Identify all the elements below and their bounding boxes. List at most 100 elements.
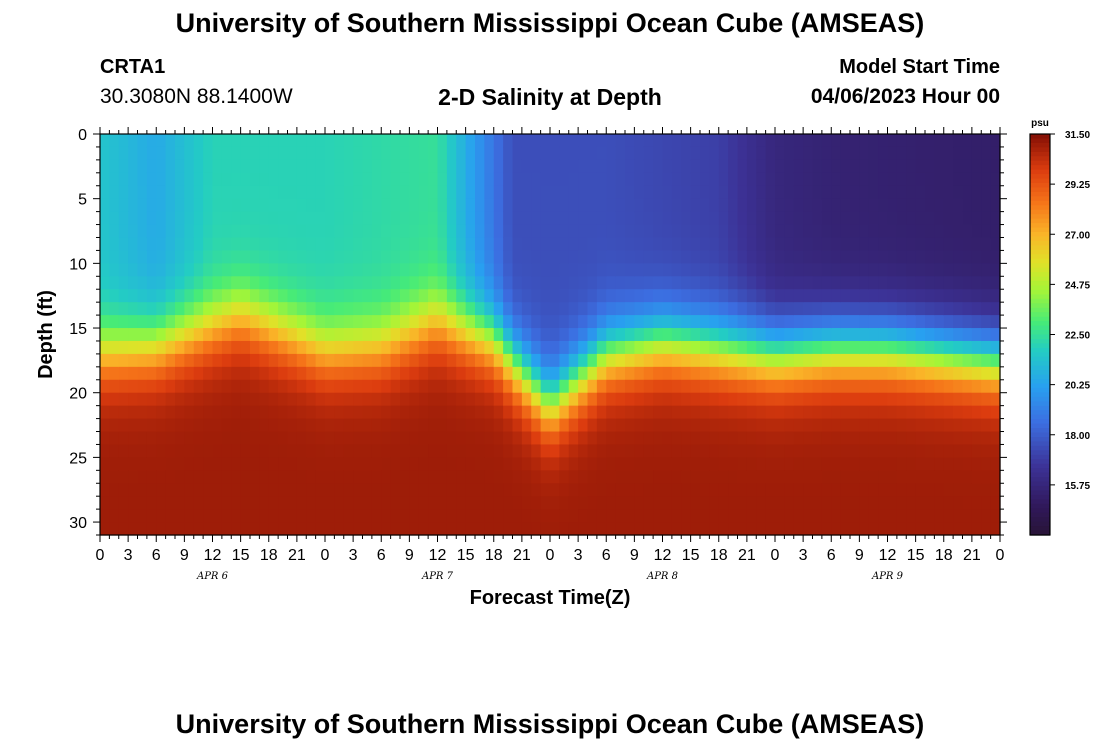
heatmap-cell [606,496,617,510]
heatmap-cell [371,172,382,187]
heatmap-cell [428,328,439,342]
heatmap-cell [625,250,635,264]
heatmap-cell [343,302,354,316]
heatmap-cell [700,250,710,264]
heatmap-cell [625,237,635,252]
heatmap-cell [287,457,298,471]
heatmap-cell [718,198,729,213]
heatmap-cell [250,379,260,394]
heatmap-cell [418,302,429,316]
heatmap-cell [503,340,514,355]
heatmap-cell [503,457,514,471]
heatmap-cell [653,522,664,536]
colorbar-band [1030,530,1050,536]
heatmap-cell [531,159,542,174]
heatmap-cell [240,185,251,200]
heatmap-cell [653,444,664,458]
heatmap-cell [662,431,673,446]
heatmap-cell [540,172,551,187]
heatmap-cell [793,146,804,161]
heatmap-cell [859,146,870,161]
x-tick-label: 3 [574,547,583,564]
heatmap-cell [878,431,889,446]
heatmap-cell [793,237,804,252]
heatmap-cell [868,237,879,252]
heatmap-cell [775,289,785,303]
heatmap-cell [643,315,654,329]
heatmap-cell [306,509,317,523]
heatmap-cell [896,457,907,471]
heatmap-cell [746,353,757,368]
heatmap-cell [803,237,814,252]
heatmap-cell [868,146,879,161]
heatmap-cell [859,328,870,342]
heatmap-cell [925,405,935,420]
heatmap-cell [812,159,823,174]
heatmap-cell [615,224,626,239]
heatmap-cell [325,185,335,200]
heatmap-cell [990,340,1001,355]
heatmap-cell [296,509,307,523]
heatmap-cell [315,522,326,536]
heatmap-cell [428,379,439,394]
colorbar-band [1030,512,1050,518]
heatmap-cell [334,470,345,484]
heatmap-cell [746,366,757,381]
heatmap-cell [821,263,832,277]
heatmap-cell [878,340,889,355]
heatmap-cell [990,172,1001,187]
heatmap-cell [109,134,120,148]
heatmap-cell [700,134,710,148]
heatmap-cell [437,431,448,446]
heatmap-cell [418,315,429,329]
heatmap-cell [550,328,560,342]
colorbar-band [1030,276,1050,282]
heatmap-cell [325,276,335,290]
heatmap-cell [315,146,326,161]
heatmap-cell [484,496,495,510]
heatmap-cell [625,457,635,471]
heatmap-cell [868,250,879,264]
heatmap-cell [353,457,364,471]
heatmap-cell [521,418,532,433]
heatmap-cell [887,353,898,368]
heatmap-cell [990,470,1001,484]
heatmap-cell [943,444,954,458]
heatmap-cell [334,522,345,536]
heatmap-cell [737,392,748,407]
heatmap-cell [737,366,748,381]
colorbar-band [1030,472,1050,478]
date-label: APR 8 [646,571,678,582]
heatmap-cell [896,340,907,355]
heatmap-cell [915,522,926,536]
heatmap-cell [925,263,935,277]
heatmap-cell [512,315,523,329]
heatmap-cell [259,392,270,407]
heatmap-cell [728,315,739,329]
heatmap-cell [521,379,532,394]
heatmap-cell [446,159,457,174]
heatmap-cell [503,146,514,161]
heatmap-cell [915,405,926,420]
heatmap-cell [221,134,232,148]
heatmap-cell [756,302,767,316]
heatmap-cell [287,418,298,433]
heatmap-cell [362,302,373,316]
heatmap-cell [568,340,579,355]
heatmap-cell [259,276,270,290]
heatmap-cell [728,496,739,510]
heatmap-cell [503,470,514,484]
heatmap-cell [718,263,729,277]
heatmap-cell [868,172,879,187]
heatmap-cell [409,159,420,174]
heatmap-cell [625,444,635,458]
heatmap-cell [840,134,851,148]
heatmap-cell [240,250,251,264]
heatmap-cell [671,172,682,187]
heatmap-cell [240,470,251,484]
heatmap-cell [128,483,139,497]
heatmap-cell [287,431,298,446]
heatmap-cell [203,418,214,433]
heatmap-cell [250,522,260,536]
heatmap-cell [334,250,345,264]
